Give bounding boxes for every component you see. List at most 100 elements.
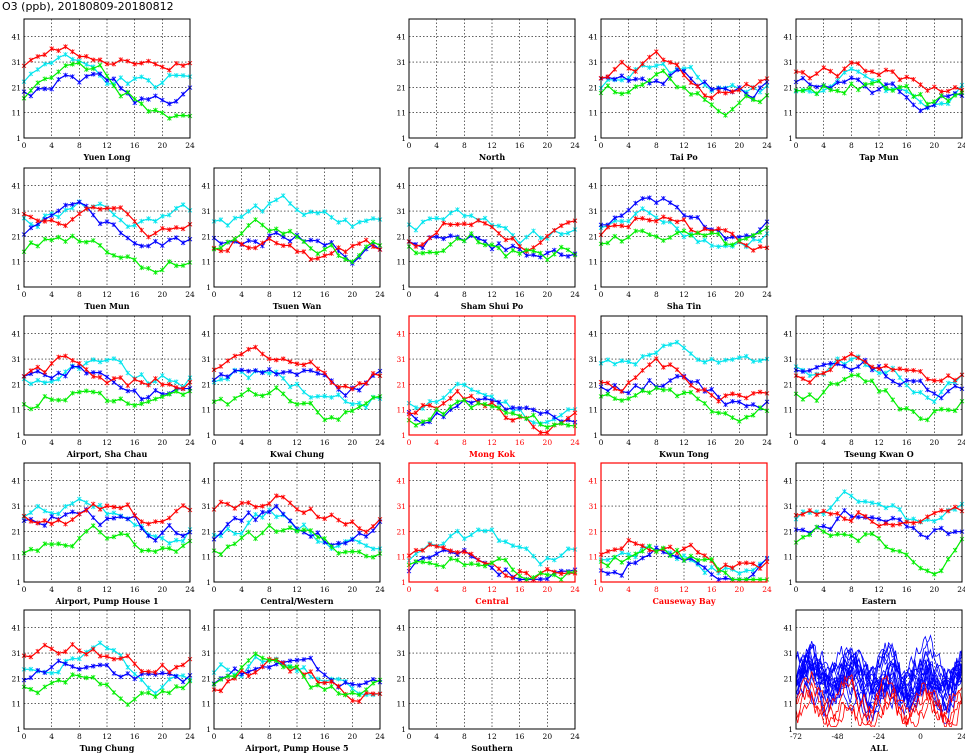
data-point [77,535,82,541]
data-point [448,395,453,401]
data-point [750,402,756,407]
data-point [904,367,909,373]
data-point [640,543,645,549]
data-point [246,673,251,679]
data-point [225,248,231,254]
data-point [336,384,341,390]
data-point [132,671,137,677]
data-point [160,519,165,524]
data-point [510,405,516,411]
data-point [125,254,131,259]
data-point [63,72,68,78]
data-point [232,506,238,511]
y-tick-label: 21 [396,527,406,536]
data-point [482,221,488,226]
data-point [469,387,474,392]
data-point [856,61,861,66]
data-point [370,239,376,245]
panel-frame [600,18,768,139]
data-point [757,229,763,235]
data-point [49,86,54,92]
data-point [118,396,124,402]
data-point [918,82,923,88]
data-point [153,85,158,90]
data-point [633,216,638,221]
data-point [413,250,419,256]
data-point [448,533,453,539]
x-tick-label: 4 [49,438,54,447]
data-point [702,387,708,393]
panel-label: Central/Western [260,596,333,606]
data-point [730,357,735,362]
panel-label: Sha Tin [667,301,702,311]
data-point [945,388,951,394]
data-point [835,531,840,537]
data-point [90,71,96,77]
data-point [448,233,453,239]
data-point [862,531,868,537]
data-point [42,380,48,386]
data-point [28,406,34,412]
data-point [267,236,272,242]
data-point [862,68,868,74]
data-point [605,83,611,89]
data-point [565,570,571,575]
data-point [434,551,439,557]
y-tick-label: 41 [201,182,211,191]
data-point [469,231,474,236]
data-point [869,519,875,524]
data-point [308,506,314,512]
panel-frame [600,167,768,288]
data-point [343,393,348,398]
data-point [218,376,224,382]
data-point [239,518,244,523]
data-point [709,392,714,398]
data-point [552,228,557,233]
data-point [565,546,571,552]
data-point [246,658,251,663]
data-point [702,401,708,406]
data-point [308,246,314,251]
data-point [97,502,103,508]
data-point [612,89,618,95]
x-tick-label: 8 [267,732,272,741]
data-point [70,390,75,396]
data-point [63,223,68,229]
x-tick-label: 24 [375,290,385,299]
data-point [308,655,314,661]
x-tick-label: 0 [22,290,27,299]
data-point [167,101,172,107]
data-point [945,556,951,562]
x-tick-label: 4 [239,290,244,299]
data-point [329,684,334,689]
data-point [890,522,896,528]
x-tick-label: 0 [794,585,799,594]
data-point [218,372,224,377]
x-tick-label: 12 [102,290,112,299]
data-point [647,352,652,358]
data-point [160,670,165,676]
data-point [42,508,48,514]
data-point [856,69,861,74]
data-point [132,696,137,702]
panel-label: Yuen Long [83,152,131,162]
data-point [56,669,61,675]
data-point [63,504,68,509]
data-point [180,673,186,678]
data-point [945,94,951,99]
data-point [647,390,652,395]
data-point [496,223,502,229]
data-point [633,375,638,380]
data-point [849,75,854,81]
panel-frame [795,315,963,436]
y-tick-label: 21 [588,83,598,92]
x-tick-label: 4 [239,438,244,447]
series-line [213,218,381,263]
data-point [455,388,460,394]
data-point [322,672,327,678]
data-point [35,54,41,59]
data-point [35,364,41,370]
